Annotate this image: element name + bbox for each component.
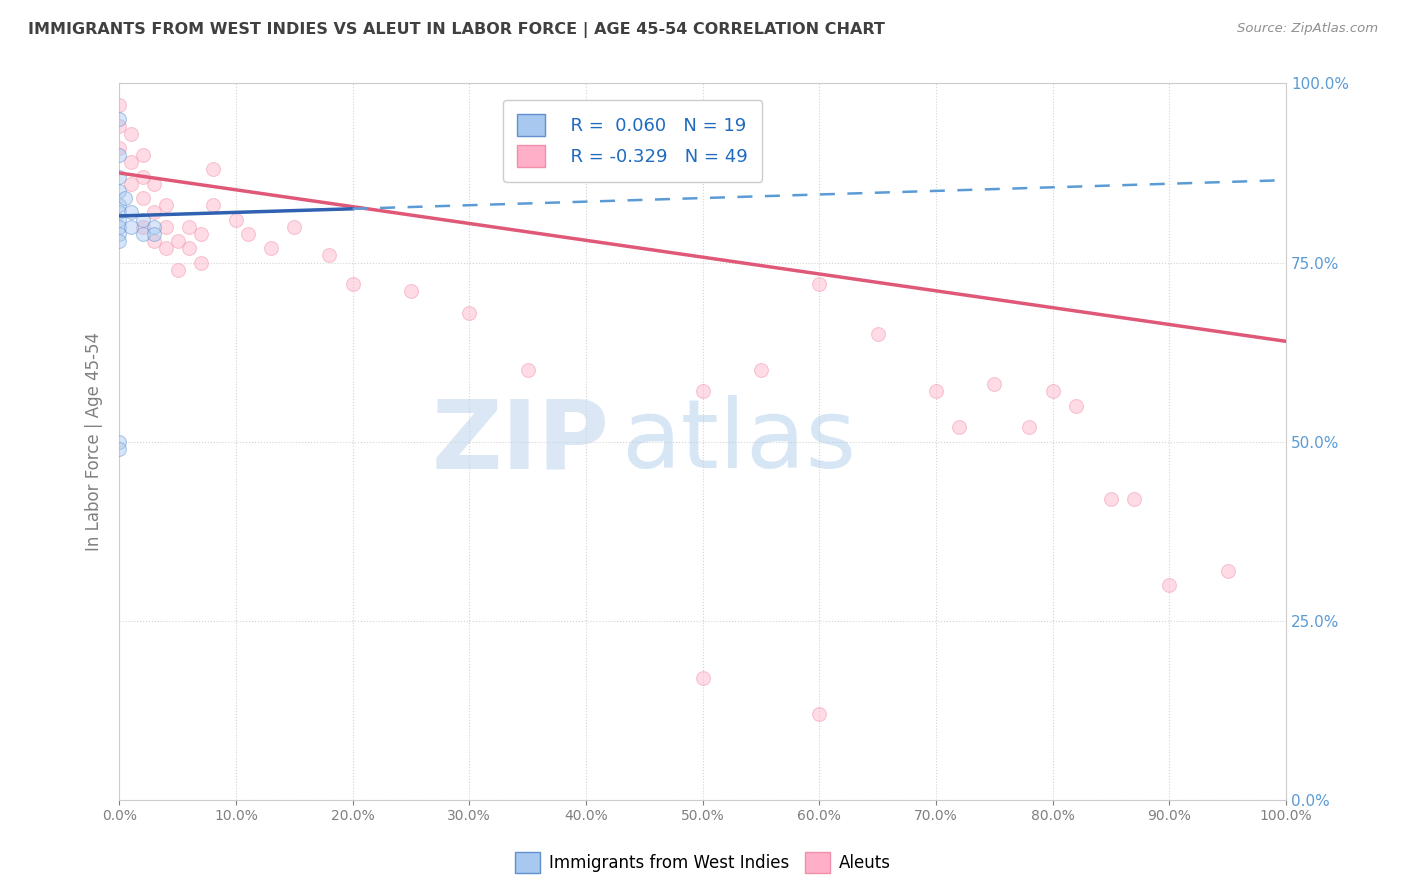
- Point: [155, 198, 177, 212]
- Point: [190, 227, 212, 241]
- Point: [201, 198, 224, 212]
- Point: [108, 169, 131, 184]
- Point: [120, 205, 142, 219]
- Point: [108, 120, 131, 134]
- Legend: Immigrants from West Indies, Aleuts: Immigrants from West Indies, Aleuts: [509, 846, 897, 880]
- Point: [131, 227, 153, 241]
- Point: [342, 277, 364, 291]
- Point: [260, 241, 283, 255]
- Y-axis label: In Labor Force | Age 45-54: In Labor Force | Age 45-54: [86, 332, 103, 551]
- Point: [131, 169, 153, 184]
- Point: [1159, 578, 1181, 592]
- Point: [1064, 399, 1087, 413]
- Text: atlas: atlas: [621, 395, 856, 488]
- Point: [143, 234, 166, 248]
- Point: [108, 184, 131, 198]
- Point: [1099, 491, 1122, 506]
- Point: [318, 248, 340, 262]
- Point: [808, 277, 831, 291]
- Point: [166, 234, 188, 248]
- Point: [108, 112, 131, 127]
- Point: [120, 155, 142, 169]
- Point: [166, 262, 188, 277]
- Point: [120, 127, 142, 141]
- Point: [1216, 564, 1239, 578]
- Point: [108, 148, 131, 162]
- Point: [983, 377, 1005, 392]
- Point: [201, 162, 224, 177]
- Point: [749, 363, 772, 377]
- Point: [1123, 491, 1146, 506]
- Point: [283, 219, 305, 234]
- Point: [1042, 384, 1064, 399]
- Point: [120, 177, 142, 191]
- Point: [925, 384, 948, 399]
- Point: [225, 212, 247, 227]
- Point: [866, 327, 889, 342]
- Point: [131, 212, 153, 227]
- Point: [399, 284, 422, 298]
- Point: [108, 212, 131, 227]
- Point: [143, 219, 166, 234]
- Point: [108, 98, 131, 112]
- Text: ZIP: ZIP: [432, 395, 609, 488]
- Point: [692, 384, 714, 399]
- Legend:   R =  0.060   N = 19,   R = -0.329   N = 49: R = 0.060 N = 19, R = -0.329 N = 49: [503, 100, 762, 182]
- Point: [692, 671, 714, 685]
- Point: [108, 434, 131, 449]
- Point: [1018, 420, 1040, 434]
- Point: [516, 363, 538, 377]
- Point: [108, 234, 131, 248]
- Point: [190, 255, 212, 269]
- Point: [143, 227, 166, 241]
- Point: [108, 141, 131, 155]
- Point: [179, 241, 201, 255]
- Text: IMMIGRANTS FROM WEST INDIES VS ALEUT IN LABOR FORCE | AGE 45-54 CORRELATION CHAR: IMMIGRANTS FROM WEST INDIES VS ALEUT IN …: [28, 22, 884, 38]
- Point: [458, 306, 481, 320]
- Point: [155, 241, 177, 255]
- Point: [143, 205, 166, 219]
- Point: [120, 219, 142, 234]
- Point: [948, 420, 970, 434]
- Point: [179, 219, 201, 234]
- Point: [236, 227, 259, 241]
- Point: [155, 219, 177, 234]
- Point: [114, 191, 136, 205]
- Point: [143, 177, 166, 191]
- Point: [108, 198, 131, 212]
- Point: [131, 148, 153, 162]
- Point: [108, 219, 131, 234]
- Point: [131, 191, 153, 205]
- Point: [108, 205, 131, 219]
- Point: [808, 706, 831, 721]
- Point: [108, 227, 131, 241]
- Point: [108, 442, 131, 456]
- Text: Source: ZipAtlas.com: Source: ZipAtlas.com: [1237, 22, 1378, 36]
- Point: [131, 219, 153, 234]
